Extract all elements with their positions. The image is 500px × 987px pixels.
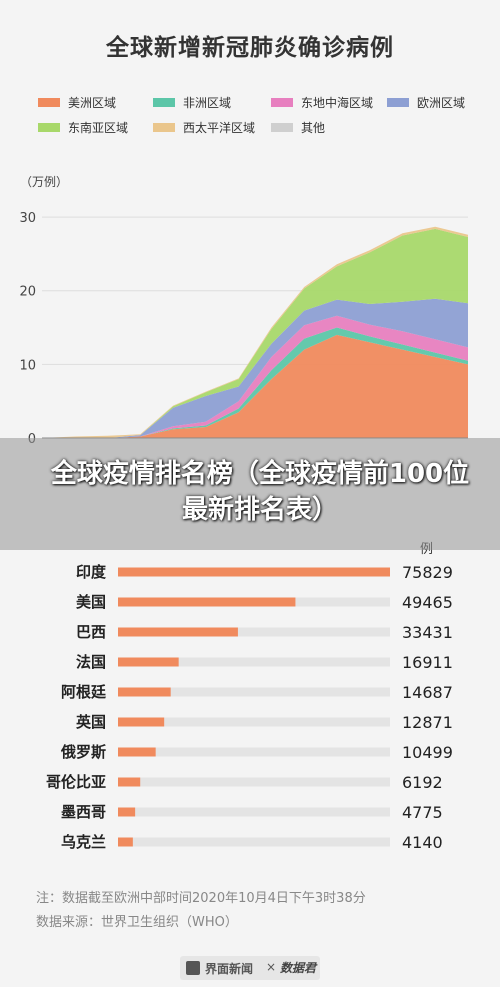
bar bbox=[118, 807, 136, 817]
legend-label: 东南亚区域 bbox=[68, 121, 129, 135]
footer-cross: × bbox=[266, 960, 277, 974]
legend-label: 欧洲区域 bbox=[417, 96, 466, 110]
legend-label: 西太平洋区域 bbox=[183, 121, 256, 135]
footer-brand: 界面新闻 bbox=[205, 962, 254, 976]
bar-value-label: 49465 bbox=[402, 593, 453, 612]
brand-logo-icon bbox=[186, 961, 200, 975]
legend-item: 西太平洋区域 bbox=[153, 119, 255, 136]
bar bbox=[118, 777, 141, 787]
bar-category-label: 哥伦比亚 bbox=[46, 773, 106, 791]
bar-category-label: 乌克兰 bbox=[61, 833, 106, 851]
y-axis-label: （万例） bbox=[20, 175, 68, 189]
legend-swatch bbox=[38, 98, 60, 107]
legend-label: 其他 bbox=[301, 121, 326, 135]
area-series bbox=[42, 334, 468, 438]
footer-brand-bar: 界面新闻 × 数据君 bbox=[180, 956, 320, 980]
chart-note: 注：数据截至欧洲中部时间2020年10月4日下午3时38分 bbox=[36, 891, 366, 906]
legend-item: 其他 bbox=[271, 119, 325, 136]
bar-track bbox=[118, 837, 390, 847]
bar-track bbox=[118, 657, 390, 667]
bar-category-label: 印度 bbox=[76, 563, 107, 581]
bar-track bbox=[118, 687, 390, 697]
legend-item: 东地中海区域 bbox=[271, 94, 373, 111]
legend-item: 美洲区域 bbox=[38, 94, 116, 111]
bar bbox=[118, 687, 171, 697]
bar-category-label: 英国 bbox=[76, 713, 106, 731]
chart-source: 数据来源：世界卫生组织（WHO） bbox=[36, 915, 238, 930]
bar-value-label: 4140 bbox=[402, 833, 443, 852]
legend-item: 欧洲区域 bbox=[387, 94, 465, 111]
legend-swatch bbox=[271, 98, 293, 107]
bar bbox=[118, 657, 179, 667]
bar-category-label: 法国 bbox=[76, 653, 106, 671]
bar-track bbox=[118, 777, 390, 787]
banner-headline: 全球疫情排名榜（全球疫情前100位最新排名表） bbox=[50, 459, 470, 525]
bar-category-label: 巴西 bbox=[76, 623, 106, 641]
legend-swatch bbox=[271, 123, 293, 132]
bar-category-label: 俄罗斯 bbox=[60, 743, 106, 761]
bar-value-label: 14687 bbox=[402, 683, 453, 702]
area-series bbox=[42, 228, 468, 438]
footer-partner: 数据君 bbox=[280, 961, 317, 975]
y-tick-label: 20 bbox=[19, 285, 36, 300]
legend-swatch bbox=[153, 98, 175, 107]
legend-swatch bbox=[38, 123, 60, 132]
overlay-banner bbox=[0, 438, 500, 550]
y-tick-label: 10 bbox=[19, 358, 36, 373]
bar bbox=[118, 567, 390, 577]
bar-category-label: 阿根廷 bbox=[61, 683, 107, 701]
bar-value-label: 12871 bbox=[402, 713, 453, 732]
bar bbox=[118, 627, 238, 637]
legend-label: 非洲区域 bbox=[183, 96, 232, 110]
bar bbox=[118, 597, 296, 607]
chart-title: 全球新增新冠肺炎确诊病例 bbox=[106, 35, 394, 61]
area-series bbox=[42, 298, 468, 438]
legend-item: 非洲区域 bbox=[153, 94, 231, 111]
bar bbox=[118, 747, 156, 757]
bar bbox=[118, 837, 133, 847]
bar-value-label: 75829 bbox=[402, 563, 453, 582]
bar-value-label: 4775 bbox=[402, 803, 443, 822]
legend-swatch bbox=[153, 123, 175, 132]
legend-swatch bbox=[387, 98, 409, 107]
bar-value-label: 33431 bbox=[402, 623, 453, 642]
legend-label: 美洲区域 bbox=[68, 96, 117, 110]
bar-value-label: 10499 bbox=[402, 743, 453, 762]
bar-track bbox=[118, 717, 390, 727]
bar-value-label: 16911 bbox=[402, 653, 453, 672]
bar-category-label: 墨西哥 bbox=[61, 803, 106, 821]
bar-category-label: 美国 bbox=[76, 593, 106, 611]
bar-track bbox=[118, 807, 390, 817]
bar-track bbox=[118, 627, 390, 637]
legend-label: 东地中海区域 bbox=[301, 96, 374, 110]
legend-item: 东南亚区域 bbox=[38, 119, 128, 136]
bar-value-label: 6192 bbox=[402, 773, 443, 792]
y-tick-label: 30 bbox=[19, 211, 36, 226]
bar-track bbox=[118, 747, 390, 757]
bar bbox=[118, 717, 165, 727]
